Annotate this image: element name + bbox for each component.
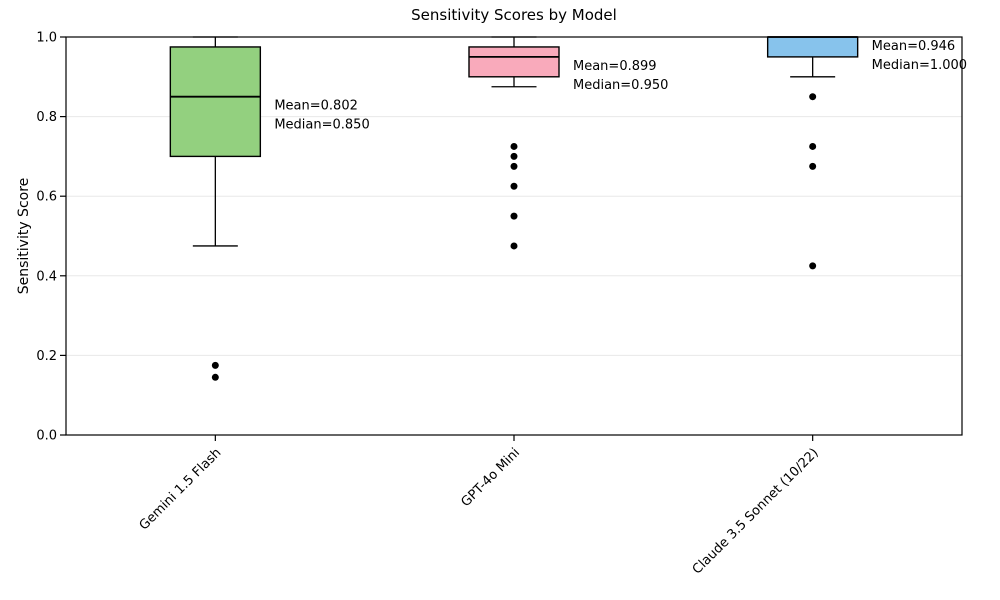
x-tick-label-gemini-1-5-flash: Gemini 1.5 Flash <box>137 445 225 533</box>
outlier-gpt-4o-mini-2 <box>510 162 518 170</box>
y-tick-label-0.2: 0.2 <box>36 349 57 364</box>
y-tick-label-0.0: 0.0 <box>36 429 57 444</box>
outlier-gpt-4o-mini-1 <box>510 152 518 160</box>
outlier-gemini-1-5-flash-0 <box>211 361 219 369</box>
outlier-gpt-4o-mini-0 <box>510 142 518 150</box>
y-tick-label-0.8: 0.8 <box>36 110 57 125</box>
box-gpt-4o-mini <box>468 46 560 78</box>
annotation-gemini-1-5-flash-line1: Mean=0.802 <box>274 99 358 114</box>
annotation-claude-3-5-sonnet-10-22-line2: Median=1.000 <box>872 58 967 73</box>
outlier-claude-3-5-sonnet-10-22-3 <box>809 262 817 270</box>
annotation-claude-3-5-sonnet-10-22-line1: Mean=0.946 <box>872 39 956 54</box>
x-tick-label-claude-3-5-sonnet-10-22: Claude 3.5 Sonnet (10/22) <box>690 445 822 577</box>
x-tick-label-gpt-4o-mini: GPT-4o Mini <box>458 445 523 510</box>
outlier-gemini-1-5-flash-1 <box>211 373 219 381</box>
y-tick-label-0.6: 0.6 <box>36 190 57 205</box>
box-gemini-1-5-flash <box>169 46 262 158</box>
outlier-gpt-4o-mini-4 <box>510 212 518 220</box>
outlier-gpt-4o-mini-5 <box>510 242 518 250</box>
annotation-gpt-4o-mini-line1: Mean=0.899 <box>573 59 657 74</box>
outlier-claude-3-5-sonnet-10-22-2 <box>809 162 817 170</box>
y-tick-label-0.4: 0.4 <box>36 269 57 284</box>
outlier-claude-3-5-sonnet-10-22-1 <box>809 142 817 150</box>
outlier-gpt-4o-mini-3 <box>510 182 518 190</box>
box-claude-3-5-sonnet-10-22 <box>766 36 859 58</box>
chart-title: Sensitivity Scores by Model <box>411 6 617 24</box>
y-axis-label: Sensitivity Score <box>16 177 32 295</box>
y-tick-label-1.0: 1.0 <box>36 31 57 46</box>
annotation-gemini-1-5-flash-line2: Median=0.850 <box>274 118 369 133</box>
outlier-claude-3-5-sonnet-10-22-0 <box>809 93 817 101</box>
annotation-gpt-4o-mini-line2: Median=0.950 <box>573 78 668 93</box>
